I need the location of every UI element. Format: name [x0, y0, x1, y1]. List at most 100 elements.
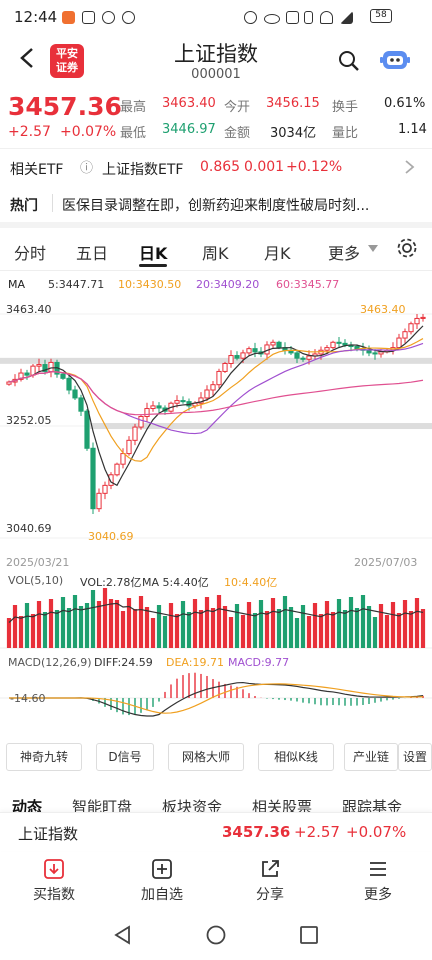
- high-annotation: 3463.40: [360, 303, 406, 316]
- volume-bar: [270, 598, 276, 648]
- tab-news[interactable]: 动态: [12, 798, 43, 816]
- share-button[interactable]: 分享: [225, 858, 315, 904]
- candle-body: [234, 355, 240, 359]
- nav-back-icon[interactable]: [112, 924, 134, 946]
- candle-body: [18, 372, 24, 380]
- volume-bar: [378, 604, 384, 648]
- signal-icon: [340, 9, 353, 28]
- volume-bar: [300, 605, 306, 648]
- nav-home-icon[interactable]: [205, 924, 227, 946]
- nav-recents-icon[interactable]: [298, 924, 320, 946]
- open-value: 3456.15: [266, 96, 320, 111]
- chip-d-signal[interactable]: D信号: [96, 743, 154, 771]
- candle-body: [144, 408, 150, 417]
- date-start: 2025/03/21: [6, 556, 70, 569]
- related-etf-row[interactable]: 相关ETF ⓘ 上证指数ETF 0.865 0.001 +0.12%: [0, 148, 432, 185]
- tab-smart-monitor[interactable]: 智能盯盘: [72, 798, 133, 816]
- candle: [300, 356, 306, 362]
- tab-sector-funds[interactable]: 板块资金: [162, 798, 223, 816]
- add-watchlist-button[interactable]: 加自选: [117, 858, 207, 904]
- volume-bar: [282, 596, 288, 648]
- tab-monthly-k[interactable]: 月K: [264, 244, 291, 263]
- volume-bar: [354, 608, 360, 648]
- tab-five-day[interactable]: 五日: [76, 244, 109, 263]
- buy-index-button[interactable]: 买指数: [9, 858, 99, 904]
- status-time: 12:44: [14, 8, 58, 26]
- volume-bar: [324, 601, 330, 648]
- vol-ma5-line: [8, 602, 424, 623]
- y-axis-low: 3040.69: [6, 522, 52, 535]
- high-value: 3463.40: [162, 96, 216, 111]
- volume-bar: [198, 610, 204, 648]
- candle-body: [48, 361, 54, 372]
- candle-body: [342, 342, 348, 346]
- candle-body: [306, 355, 312, 360]
- chip-industry-chain[interactable]: 产业链: [344, 743, 398, 771]
- volume-bar: [294, 618, 300, 648]
- ma-label[interactable]: MA: [8, 278, 26, 291]
- candle: [336, 336, 342, 348]
- bottom-quote-change-percent: +0.07%: [346, 823, 407, 841]
- volume-bar: [264, 611, 270, 648]
- candle: [132, 423, 138, 446]
- tab-intraday[interactable]: 分时: [14, 244, 47, 263]
- hot-news-text: 医保目录调整在即，创新药迎来制度性破局时刻...: [62, 198, 370, 214]
- assistant-button[interactable]: [380, 46, 410, 74]
- volume-bar: [42, 612, 48, 648]
- candlestick-chart[interactable]: [0, 292, 432, 552]
- candle-body: [156, 405, 162, 409]
- macd-diff: DIFF:24.59: [94, 656, 153, 669]
- volume-bar: [66, 608, 72, 648]
- macd-chart[interactable]: [0, 670, 432, 732]
- candle: [72, 385, 78, 401]
- tab-more[interactable]: 更多: [328, 244, 361, 263]
- support-band: [90, 423, 432, 430]
- search-button[interactable]: [338, 50, 360, 72]
- candle: [324, 344, 330, 354]
- candle-body: [6, 381, 12, 385]
- etf-name: 上证指数ETF: [102, 162, 184, 178]
- dea-line: [9, 683, 424, 714]
- diff-line: [9, 681, 424, 717]
- add-icon: [152, 859, 172, 879]
- gear-icon[interactable]: [396, 237, 418, 259]
- volume-bar: [390, 602, 396, 648]
- candle: [126, 436, 132, 456]
- bottom-quote-bar[interactable]: 上证指数 3457.36 +2.57 +0.07%: [0, 812, 432, 851]
- volume-bar: [204, 597, 210, 648]
- back-button[interactable]: [14, 44, 42, 72]
- tab-tracking-funds[interactable]: 跟踪基金: [342, 798, 403, 816]
- candle-body: [114, 463, 120, 476]
- etf-change: 0.001: [244, 159, 285, 175]
- chip-similar-k[interactable]: 相似K线: [258, 743, 334, 771]
- volume-bar: [240, 615, 246, 648]
- candle: [228, 350, 234, 368]
- download-icon: [44, 859, 64, 879]
- volume-bar: [276, 609, 282, 648]
- candle-body: [150, 405, 156, 410]
- buy-index-label: 买指数: [33, 887, 75, 903]
- amount-value: 3034亿: [270, 126, 317, 141]
- tab-related-stocks[interactable]: 相关股票: [252, 798, 313, 816]
- candle-body: [276, 341, 282, 349]
- vibrate-icon: [304, 9, 313, 28]
- volume-bar: [168, 603, 174, 648]
- volume-bar: [234, 604, 240, 648]
- volume-chart[interactable]: [0, 588, 432, 650]
- volume-bar: [108, 599, 114, 648]
- tab-daily-k[interactable]: 日K: [139, 244, 168, 263]
- chip-grid-master[interactable]: 网格大师: [168, 743, 244, 771]
- chip-magic-nine[interactable]: 神奇九转: [6, 743, 82, 771]
- hot-label: 热门: [10, 198, 38, 214]
- tab-weekly-k[interactable]: 周K: [202, 244, 229, 263]
- chip-settings[interactable]: 设置: [398, 743, 432, 771]
- candle-body: [180, 400, 186, 403]
- candle-body: [120, 453, 126, 465]
- more-button[interactable]: 更多: [333, 858, 423, 904]
- candle: [246, 346, 252, 356]
- tab-active-indicator: [139, 264, 167, 267]
- ma60-line: [8, 371, 424, 416]
- candle: [330, 340, 336, 350]
- hot-news-row[interactable]: 热门 医保目录调整在即，创新药迎来制度性破局时刻...: [0, 186, 432, 222]
- volume-bar: [252, 613, 258, 648]
